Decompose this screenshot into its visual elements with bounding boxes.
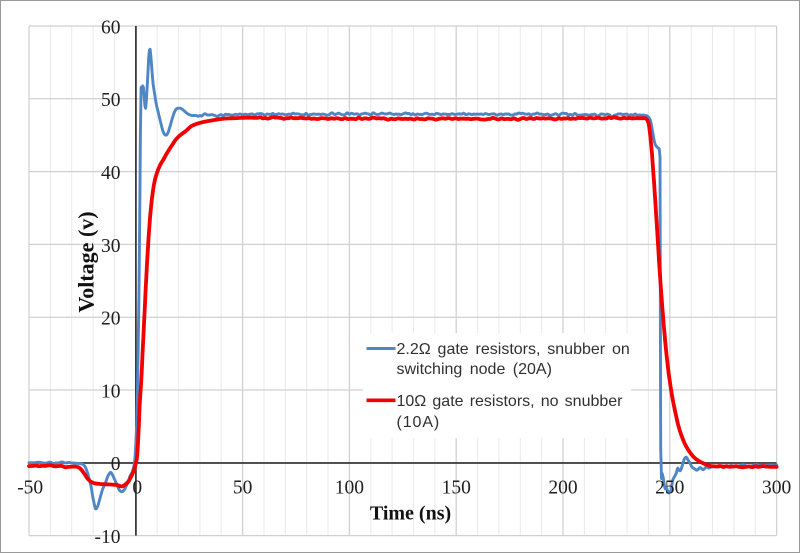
svg-text:50: 50 bbox=[233, 477, 253, 498]
svg-text:0: 0 bbox=[132, 477, 142, 498]
svg-text:-10: -10 bbox=[95, 527, 121, 548]
svg-text:10: 10 bbox=[101, 381, 121, 402]
svg-text:-50: -50 bbox=[17, 477, 43, 498]
svg-text:150: 150 bbox=[442, 477, 471, 498]
svg-text:100: 100 bbox=[335, 477, 364, 498]
svg-text:switching node (20A): switching node (20A) bbox=[397, 361, 552, 378]
svg-text:250: 250 bbox=[655, 477, 684, 498]
svg-text:2.2Ω gate resistors, snubber o: 2.2Ω gate resistors, snubber on bbox=[397, 341, 630, 358]
svg-text:300: 300 bbox=[762, 477, 791, 498]
svg-text:50: 50 bbox=[101, 90, 121, 111]
svg-text:20: 20 bbox=[101, 309, 121, 330]
svg-text:Time (ns): Time (ns) bbox=[370, 503, 451, 525]
svg-text:60: 60 bbox=[101, 17, 121, 38]
svg-text:Voltage (v): Voltage (v) bbox=[74, 211, 99, 312]
svg-text:10Ω gate resistors, no snubber: 10Ω gate resistors, no snubber bbox=[397, 393, 624, 410]
svg-text:40: 40 bbox=[101, 163, 121, 184]
svg-text:200: 200 bbox=[548, 477, 577, 498]
svg-text:0: 0 bbox=[111, 454, 121, 475]
svg-text:30: 30 bbox=[101, 236, 121, 257]
svg-text:(10A): (10A) bbox=[397, 414, 441, 431]
